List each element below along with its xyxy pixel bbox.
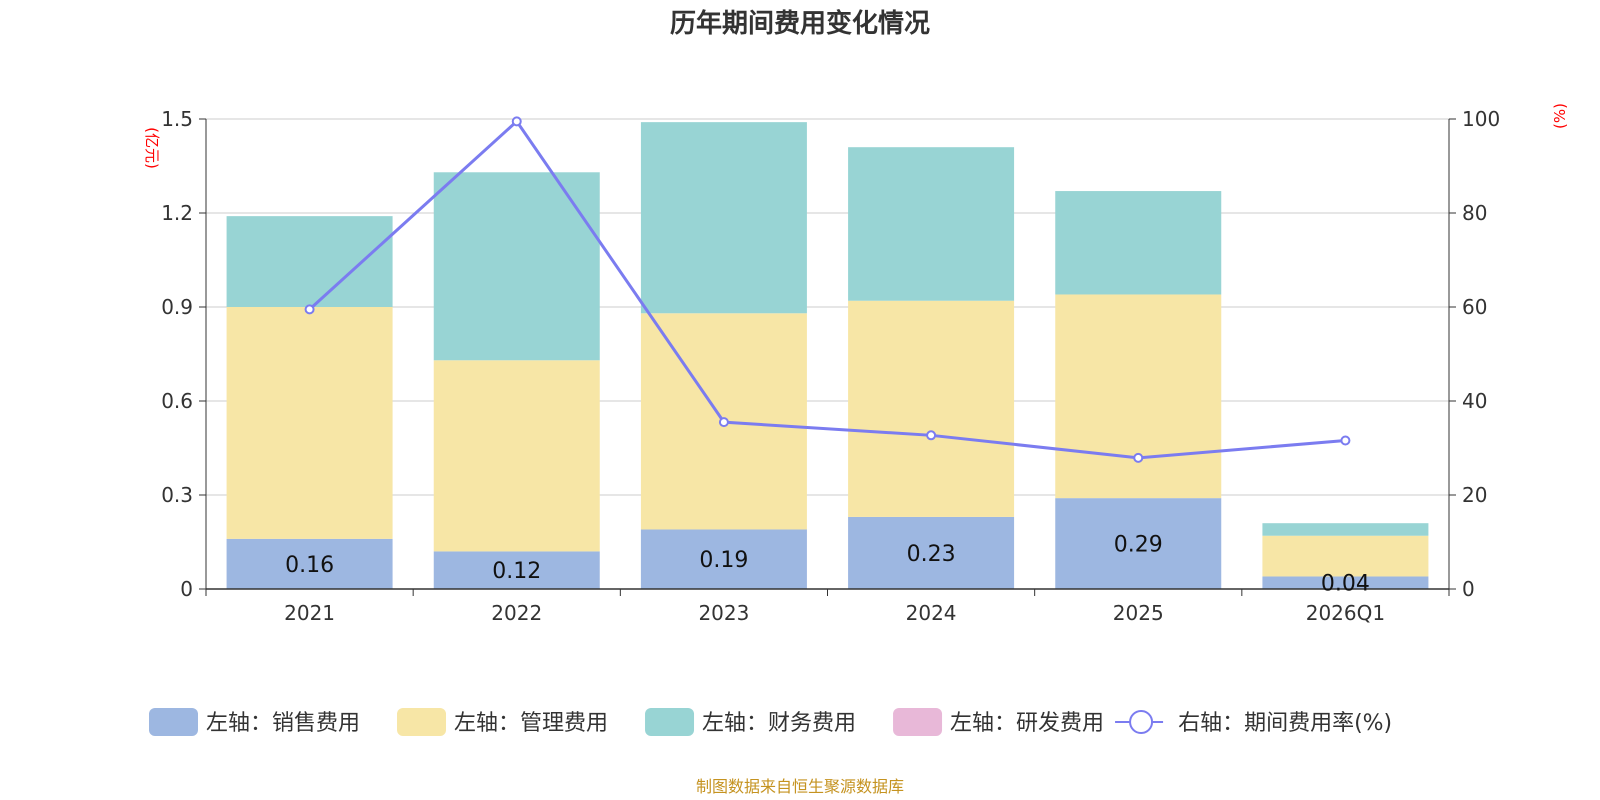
bar-value-label: 0.23 [907,542,956,567]
left-axis-tick-label: 0.6 [161,389,193,413]
bar-segment [640,529,807,589]
rate-point [1340,435,1351,446]
chart-title: 历年期间费用变化情况 [670,8,930,39]
bar-segment [848,147,1015,301]
left-axis-unit: (亿元) [143,127,161,169]
right-axis-tick-label: 0 [1462,577,1475,601]
bar-segment [226,216,393,307]
rate-point [926,430,937,441]
bar-segment [226,538,393,589]
bar-segment [226,307,393,539]
left-axis-tick-label: 0 [180,577,193,601]
legend-label: 左轴：研发费用 [950,711,1104,736]
bar-value-label: 0.16 [285,553,334,578]
left-axis-tick-label: 1.2 [161,201,193,225]
axes: 0 0 0.3 20 0.6 40 0.9 60 1.2 80 1.5 100 2021 2022 2023… [161,107,1500,625]
bar-segment [848,300,1015,517]
source-note: 制图数据来自恒生聚源数据库 [696,777,904,796]
legend-swatch [149,708,198,736]
bar-segment [640,122,807,314]
rate-line-series [304,116,1351,463]
bar-segment [1055,294,1222,499]
left-axis-tick-label: 0.3 [161,483,193,507]
rate-point [511,116,522,127]
bar-segment [433,360,600,552]
legend-label: 左轴：管理费用 [454,711,608,736]
legend-swatch [893,708,943,736]
rate-point [304,304,315,315]
rate-point [1133,452,1144,463]
left-axis-tick-label: 0.9 [161,295,193,319]
x-axis-tick-label: 2022 [491,601,542,625]
left-axis-tick-label: 1.5 [161,107,193,131]
bar-value-label: 0.19 [699,548,748,573]
legend-swatch [397,708,447,736]
right-axis-tick-label: 20 [1462,483,1487,507]
legend-label: 左轴：销售费用 [206,711,360,736]
bar-segment [1055,191,1222,295]
legend-swatch [645,708,695,736]
rate-line [308,119,1346,460]
x-axis-tick-label: 2023 [698,601,749,625]
legend-label: 左轴：财务费用 [702,711,856,736]
right-axis-tick-label: 40 [1462,389,1487,413]
bar-segment [1262,535,1429,577]
x-axis-tick-label: 2021 [284,601,335,625]
right-axis-tick-label: 100 [1462,107,1500,131]
x-axis-tick-label: 2026Q1 [1306,601,1385,625]
bar-segment [1262,576,1429,589]
bar-value-label: 0.12 [492,559,541,584]
data-labels: 0.16 0.12 0.19 0.23 0.29 0.04 [285,533,1370,597]
right-axis-tick-label: 60 [1462,295,1487,319]
bar-segment [433,172,600,361]
right-axis-unit: (%) [1551,103,1569,129]
x-axis-tick-label: 2025 [1113,601,1164,625]
bar-series [226,122,1429,589]
bar-segment [848,516,1015,589]
bar-value-label: 0.29 [1114,533,1163,558]
gridlines [206,118,1449,496]
rate-point [718,417,729,428]
bar-segment [1055,498,1222,589]
bar-segment [433,551,600,589]
bar-value-label: 0.04 [1321,572,1370,597]
legend: 左轴：销售费用 左轴：管理费用 左轴：财务费用 左轴：研发费用 右轴：期间费用率(%) [149,708,1392,736]
right-axis-tick-label: 80 [1462,201,1487,225]
bar-segment [1262,523,1429,536]
legend-line-marker [1129,710,1154,734]
legend-label: 右轴：期间费用率(%) [1178,711,1392,736]
x-axis-tick-label: 2024 [906,601,957,625]
